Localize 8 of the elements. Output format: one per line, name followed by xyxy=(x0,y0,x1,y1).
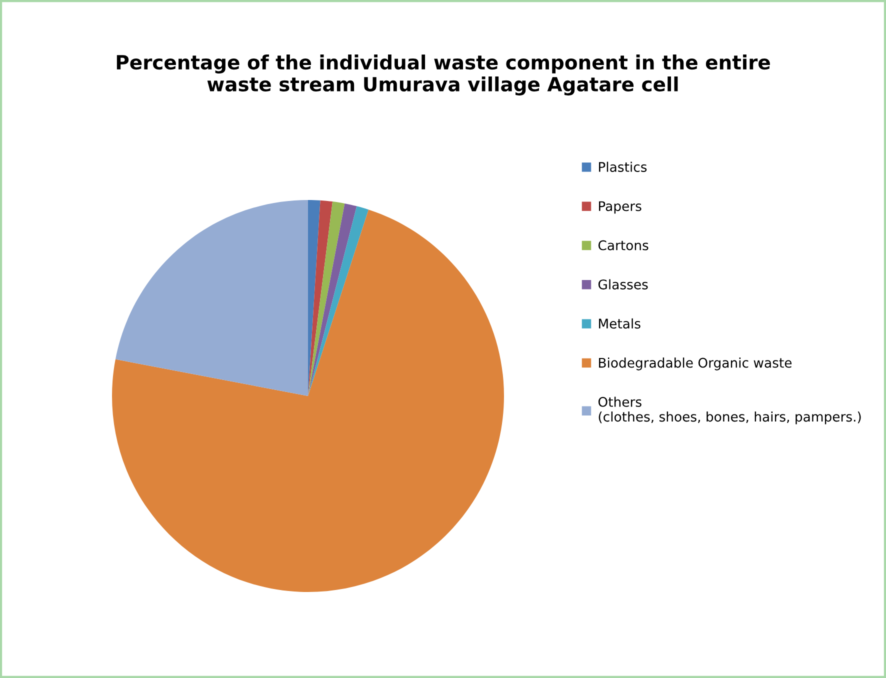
legend-label: Papers xyxy=(599,201,642,214)
chart-title: Percentage of the individual waste component in the entire waste stream Umurava village Agatare cell xyxy=(116,54,770,96)
legend-label: Biodegradable Organic waste xyxy=(599,358,792,370)
legend-label: Others (clothes, shoes, bones, hairs, pampers.) xyxy=(598,396,861,424)
legend-label: Cartons xyxy=(598,240,648,250)
legend-label: Glasses xyxy=(598,279,648,290)
legend-label: Plastics xyxy=(599,162,647,172)
legend-label: Metals xyxy=(599,318,640,329)
